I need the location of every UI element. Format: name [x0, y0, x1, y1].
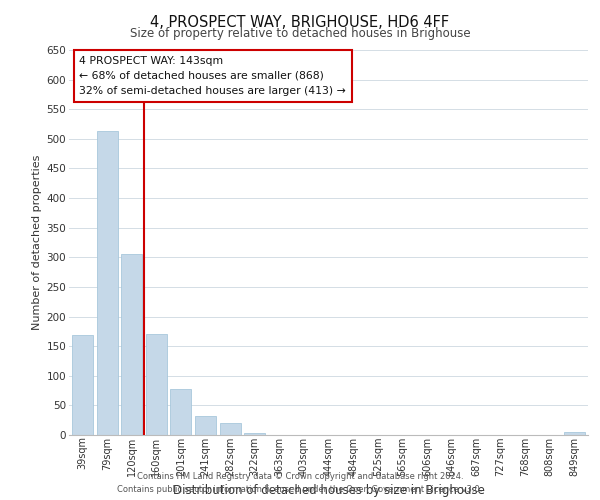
Bar [195, 416, 216, 435]
Bar [170, 389, 191, 435]
Bar [244, 433, 265, 435]
Y-axis label: Number of detached properties: Number of detached properties [32, 155, 43, 330]
Bar [97, 131, 118, 435]
Text: Size of property relative to detached houses in Brighouse: Size of property relative to detached ho… [130, 28, 470, 40]
X-axis label: Distribution of detached houses by size in Brighouse: Distribution of detached houses by size … [173, 484, 484, 497]
Bar [564, 432, 585, 435]
Text: 4, PROSPECT WAY, BRIGHOUSE, HD6 4FF: 4, PROSPECT WAY, BRIGHOUSE, HD6 4FF [151, 15, 449, 30]
Text: Contains HM Land Registry data © Crown copyright and database right 2024.: Contains HM Land Registry data © Crown c… [137, 472, 463, 481]
Bar [121, 254, 142, 435]
Text: 4 PROSPECT WAY: 143sqm
← 68% of detached houses are smaller (868)
32% of semi-de: 4 PROSPECT WAY: 143sqm ← 68% of detached… [79, 56, 346, 96]
Bar [220, 423, 241, 435]
Bar [146, 334, 167, 435]
Text: Contains public sector information licensed under the Open Government Licence v3: Contains public sector information licen… [118, 485, 482, 494]
Bar [72, 336, 93, 435]
